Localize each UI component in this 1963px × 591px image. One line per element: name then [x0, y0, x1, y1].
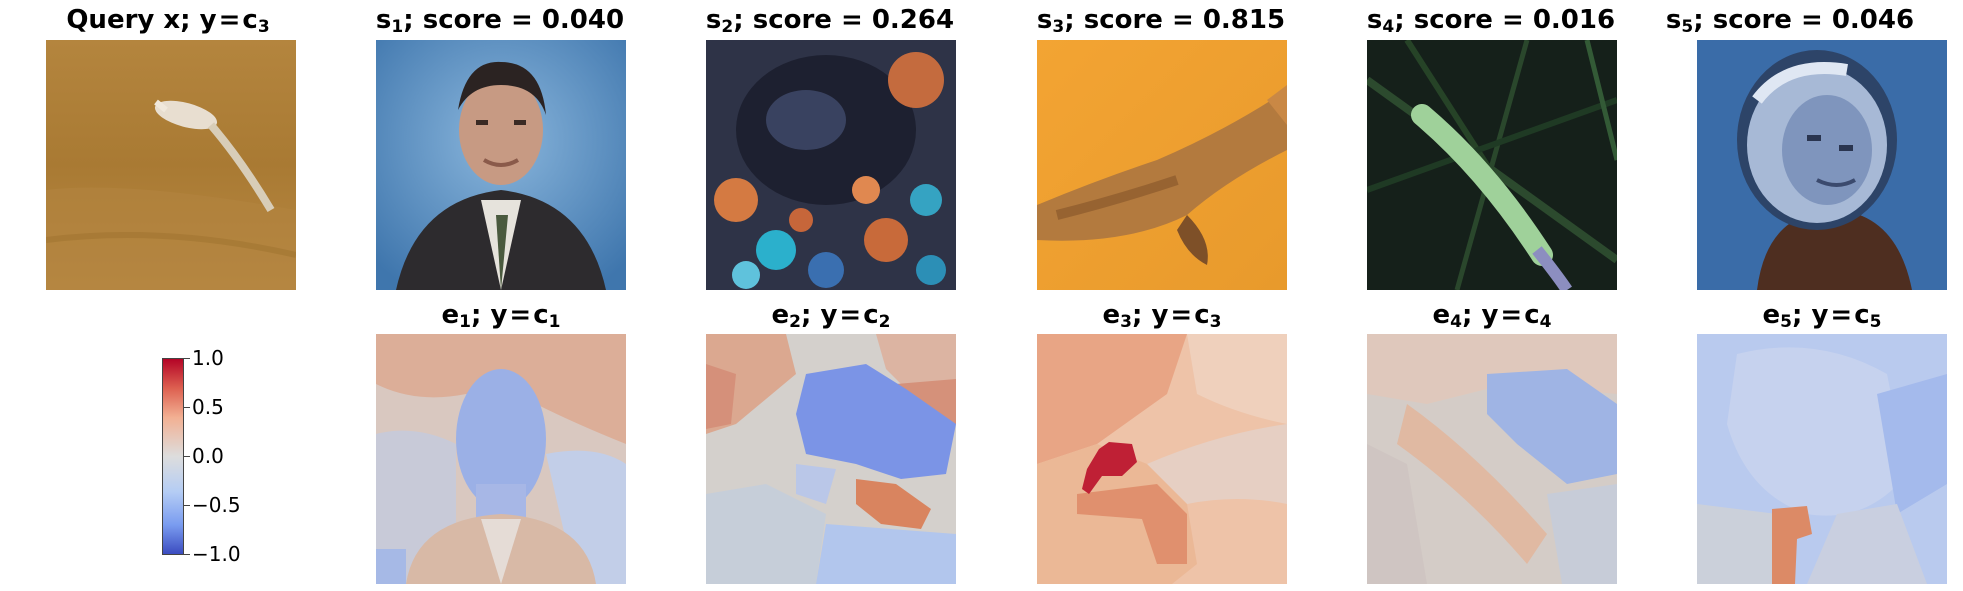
colorbar-tick [184, 407, 190, 408]
explanation-map-1 [376, 334, 626, 584]
colorbar-tick [184, 505, 190, 506]
colorbar-tick-label: 0.5 [192, 395, 224, 419]
similar-title-5: s5; score = 0.046 [1665, 5, 1915, 37]
query-image [46, 40, 296, 290]
colorbar-tick [184, 358, 190, 359]
explanation-title-3: e3; y=c3 [1102, 300, 1222, 332]
similar-image-3 [1037, 40, 1287, 290]
explanation-map-2 [706, 334, 956, 584]
explanation-map-5 [1697, 334, 1947, 584]
colorbar [162, 358, 184, 555]
similar-image-1 [376, 40, 626, 290]
colorbar-tick-label: −1.0 [192, 542, 241, 566]
explanation-title-5: e5; y=c5 [1762, 300, 1882, 332]
similar-image-5 [1697, 40, 1947, 290]
explanation-title-1: e1; y=c1 [441, 300, 561, 332]
similar-title-1: s1; score = 0.040 [375, 5, 625, 37]
colorbar-tick-label: 0.0 [192, 444, 224, 468]
query-title: Query x; y=c3 [66, 5, 270, 37]
colorbar-tick-label: 1.0 [192, 346, 224, 370]
explanation-map-3 [1037, 334, 1287, 584]
similar-title-2: s2; score = 0.264 [705, 5, 955, 37]
colorbar-tick [184, 456, 190, 457]
similar-image-2 [706, 40, 956, 290]
similar-title-4: s4; score = 0.016 [1366, 5, 1616, 37]
colorbar-tick [184, 554, 190, 555]
explanation-map-4 [1367, 334, 1617, 584]
explanation-title-2: e2; y=c2 [771, 300, 891, 332]
explanation-title-4: e4; y=c4 [1432, 300, 1552, 332]
colorbar-tick-label: −0.5 [192, 493, 241, 517]
similar-image-4 [1367, 40, 1617, 290]
similar-title-3: s3; score = 0.815 [1036, 5, 1286, 37]
